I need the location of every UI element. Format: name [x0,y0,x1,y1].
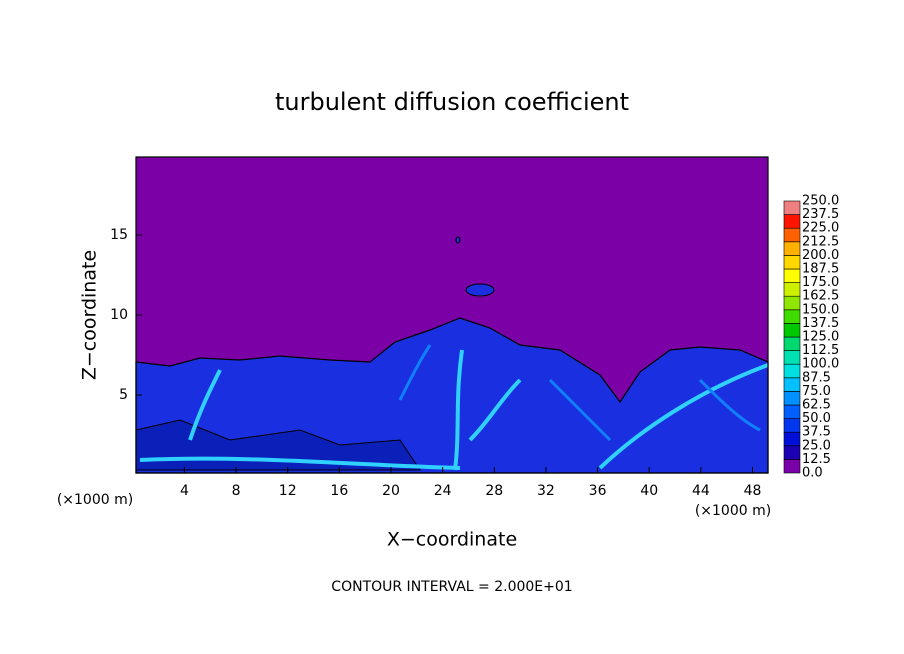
colorbar-label: 175.0 [802,275,839,290]
colorbar-cell [783,445,801,460]
y-tick-label: 15 [110,227,128,243]
colorbar-cell [783,418,801,433]
y-tick-label: 10 [110,307,128,323]
x-tick-label: 4 [180,483,189,499]
colorbar-label: 50.0 [802,411,831,426]
colorbar-label: 250.0 [802,194,839,209]
y-tick-label: 5 [119,387,128,403]
x-tick-label: 16 [330,483,348,499]
colorbar-cell [783,404,801,419]
colorbar-label: 12.5 [802,452,831,467]
field-blob [465,283,495,297]
colorbar-label: 87.5 [802,370,831,385]
colorbar-label: 25.0 [802,438,831,453]
x-axis-label: X−coordinate [387,529,517,551]
x-tick-label: 48 [744,483,762,499]
x-tick-label: 28 [485,483,503,499]
colorbar-label: 75.0 [802,384,831,399]
x-unit-label: (×1000 m) [57,492,133,508]
colorbar-label: 225.0 [802,221,839,236]
x-tick-label: 12 [279,483,297,499]
chart-title: turbulent diffusion coefficient [275,88,629,116]
colorbar-cell [783,268,801,283]
x-tick-label: 36 [589,483,607,499]
colorbar-cell [783,255,801,270]
colorbar-cell [783,459,801,474]
colorbar-cell [783,241,801,256]
x-tick-label: 24 [434,483,452,499]
field-blob [455,236,461,244]
colorbar-label: 125.0 [802,330,839,345]
colorbar-cell [783,377,801,392]
field-streak [398,344,761,442]
colorbar-label: 237.5 [802,207,839,222]
colorbar-label: 137.5 [802,316,839,331]
x-tick-label: 8 [232,483,241,499]
colorbar-label: 62.5 [802,398,831,413]
x-tick-label: 32 [537,483,555,499]
note: CONTOUR INTERVAL = 2.000E+01 [331,579,572,595]
colorbar-label: 212.5 [802,234,839,249]
colorbar-cell [783,336,801,351]
colorbar-cell [783,431,801,447]
colorbar-cell [783,350,801,365]
colorbar-cell [783,282,801,297]
colorbar-cell [783,295,801,311]
field [135,157,769,474]
x-tick-label: 20 [382,483,400,499]
y-axis-label: Z−coordinate [79,250,101,380]
colorbar-label: 150.0 [802,302,839,317]
field-streak [139,349,769,471]
colorbar-label: 112.5 [802,343,839,358]
x-unit-label: (×1000 m) [695,503,771,519]
colorbar-label: 187.5 [802,262,839,277]
colorbar-cell [783,309,801,324]
x-tick-label: 44 [692,483,710,499]
colorbar-label: 100.0 [802,357,839,372]
colorbar-cell [783,391,801,406]
colorbar-label: 200.0 [802,248,839,263]
colorbar-cell [783,227,801,243]
colorbar-cell [783,214,801,229]
colorbar-label: 37.5 [802,425,831,440]
colorbar-cell [783,200,801,215]
colorbar-label: 162.5 [802,289,839,304]
colorbar-cell [783,323,801,338]
colorbar-cell [783,363,801,379]
x-tick-label: 40 [640,483,658,499]
colorbar-label: 0.0 [802,466,823,481]
